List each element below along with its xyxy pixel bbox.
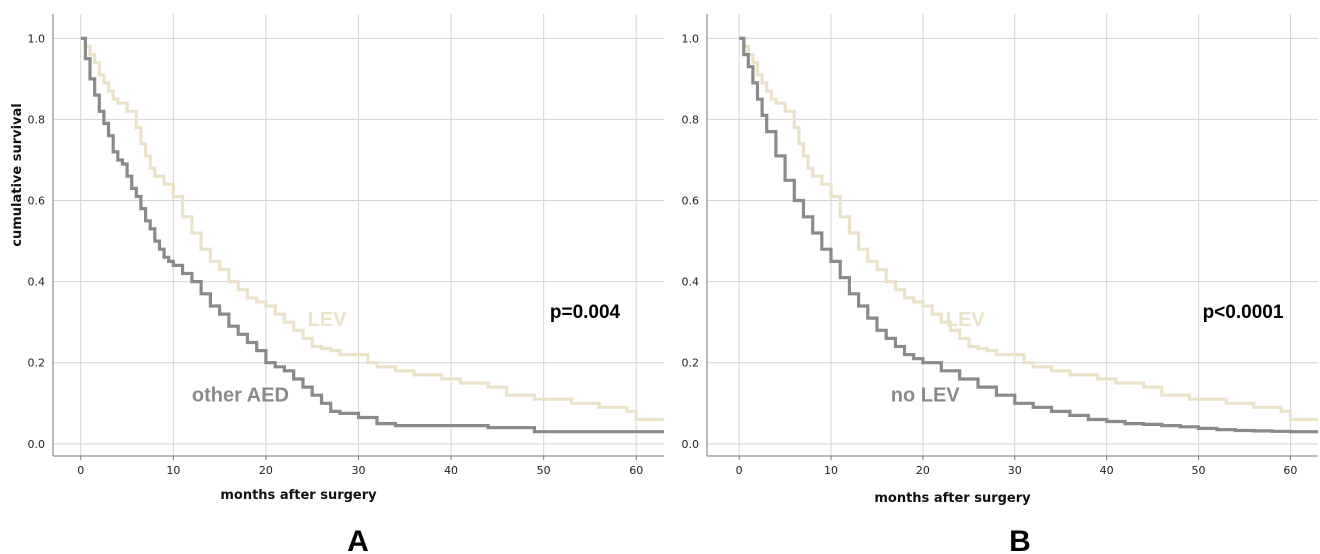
y-tick-label: 0.6 — [682, 195, 700, 208]
p-value-annotation: p<0.0001 — [1203, 302, 1284, 323]
series-label-lev: LEV — [946, 309, 986, 331]
y-tick-label: 0.8 — [682, 113, 700, 126]
x-tick-label: 50 — [537, 464, 551, 477]
x-tick-label: 10 — [824, 464, 838, 477]
x-tick-label: 0 — [77, 464, 84, 477]
x-tick-label: 30 — [1008, 464, 1022, 477]
p-value-annotation: p=0.004 — [550, 302, 621, 323]
chart-panel-b: 0 10 20 30 40 50 60 0.0 0.2 0.4 0.6 0.8 1.0 months af… — [682, 14, 1318, 554]
x-axis-label: months after surgery — [220, 488, 377, 503]
y-axis-label: cumulative survival — [10, 103, 25, 247]
x-tick-label: 40 — [1100, 464, 1114, 477]
x-tick-label: 20 — [259, 464, 273, 477]
x-tick-label: 30 — [352, 464, 366, 477]
y-tick-label: 0.0 — [682, 438, 700, 451]
y-tick-label: 0.6 — [28, 195, 46, 208]
series-label-other-aed: other AED — [192, 384, 289, 406]
x-tick-label: 50 — [1192, 464, 1206, 477]
y-tick-label: 0.8 — [28, 113, 46, 126]
y-tick-label: 0.2 — [28, 357, 46, 370]
x-tick-label: 40 — [444, 464, 458, 477]
chart-panel-a: 0 10 20 30 40 50 60 0.0 0.2 0.4 0.6 0.8 1.0 months af… — [10, 14, 664, 554]
x-tick-label: 0 — [736, 464, 743, 477]
y-tick-label: 0.0 — [28, 438, 46, 451]
y-tick-label: 1.0 — [682, 32, 700, 45]
survival-curve-lev — [80, 36, 664, 422]
x-tick-label: 10 — [166, 464, 180, 477]
survival-curve-no-lev — [739, 36, 1318, 434]
y-tick-label: 0.4 — [28, 276, 46, 289]
y-tick-label: 0.2 — [682, 357, 700, 370]
survival-curve-other-aed — [80, 36, 664, 434]
y-tick-label: 0.4 — [682, 276, 700, 289]
series-label-lev: LEV — [308, 309, 348, 331]
x-tick-label: 20 — [916, 464, 930, 477]
series-label-no-lev: no LEV — [891, 384, 961, 406]
panel-label: A — [347, 525, 369, 554]
x-tick-label: 60 — [1283, 464, 1297, 477]
x-axis-label: months after surgery — [874, 491, 1031, 506]
x-tick-label: 60 — [629, 464, 643, 477]
survival-curve-lev — [739, 36, 1318, 422]
y-tick-label: 1.0 — [28, 32, 46, 45]
panel-label: B — [1009, 525, 1031, 554]
